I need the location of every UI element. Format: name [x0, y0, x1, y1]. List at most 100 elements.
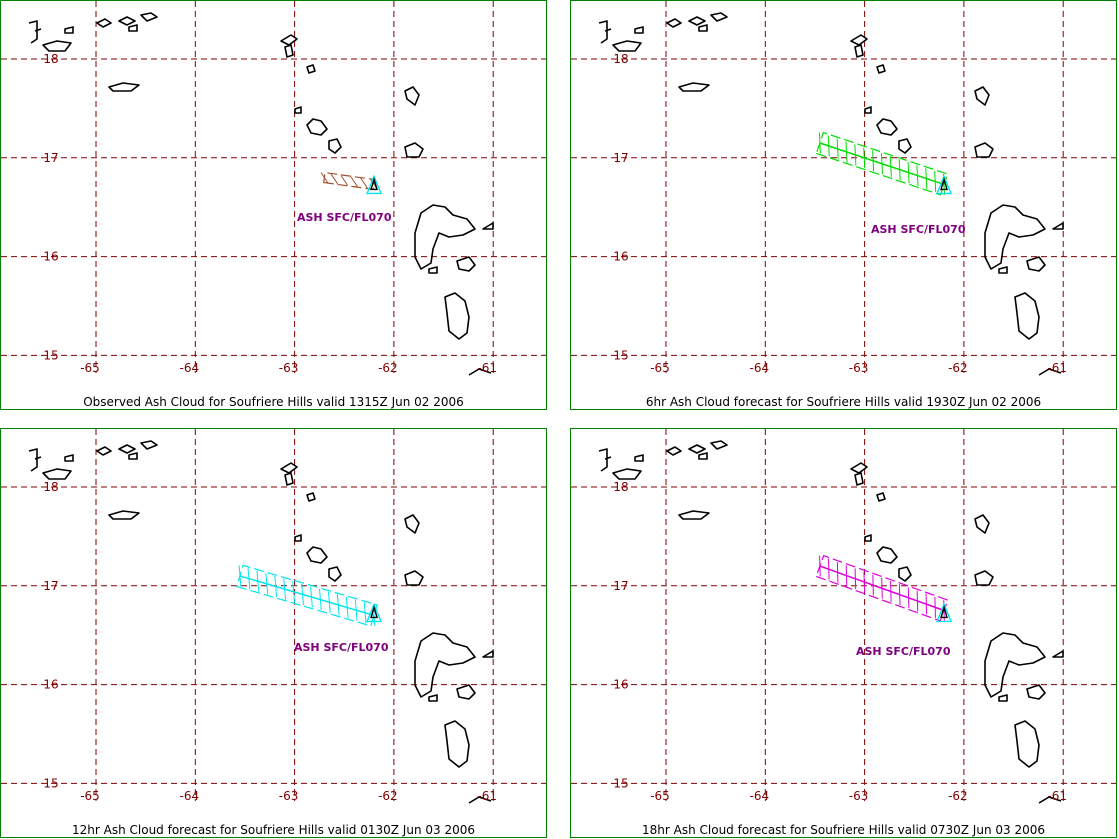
coastline-st-croix — [678, 510, 710, 520]
coastline-guadeloupe — [414, 632, 476, 698]
longitude-tick-label: -61 — [1047, 361, 1067, 375]
panel-caption: Observed Ash Cloud for Soufriere Hills v… — [83, 395, 464, 409]
coastline-antigua-chain — [876, 546, 898, 564]
coastline-les-saintes — [428, 266, 438, 274]
coastline-martinique-tip — [468, 796, 492, 804]
map-panel-12hr-forecast: -65 -64 -63 -62 -61 18 17 16 15 ASH SFC/FL070 12h… — [0, 428, 547, 838]
coastline-anguilla-sxm — [612, 468, 642, 480]
coastline-antigua — [898, 566, 912, 582]
longitude-tick-label: -65 — [650, 361, 670, 375]
longitude-tick-label: -64 — [179, 361, 199, 375]
longitude-tick-label: -61 — [477, 789, 497, 803]
longitude-tick-label: -65 — [650, 789, 670, 803]
coastline-martinique-tip — [1038, 796, 1062, 804]
latitude-tick-label: 15 — [613, 776, 628, 790]
latitude-tick-label: 17 — [613, 151, 628, 165]
longitude-tick-label: -61 — [477, 361, 497, 375]
coastline-dominica — [444, 292, 470, 340]
ash-cloud-label: ASH SFC/FL070 — [856, 645, 951, 658]
coastline-montserrat-w — [294, 534, 302, 542]
latitude-tick-label: 17 — [43, 151, 58, 165]
coastline-nevis-small — [876, 492, 886, 502]
longitude-tick-label: -63 — [279, 361, 299, 375]
coastline-les-saintes — [428, 694, 438, 702]
coastline-puerto-rico-tip — [598, 20, 612, 44]
coastline-martinique-tip — [1038, 368, 1062, 376]
map-panel-18hr-forecast: -65 -64 -63 -62 -61 18 17 16 15 ASH SFC/FL070 18h… — [570, 428, 1117, 838]
latitude-tick-label: 15 — [43, 776, 58, 790]
coastline-dominica — [1014, 292, 1040, 340]
coastline-puerto-rico-tip — [28, 448, 42, 472]
coastline-montserrat-w — [294, 106, 302, 114]
coastline-nevis-small — [876, 64, 886, 74]
montserrat-coastline — [370, 177, 378, 191]
map-canvas: -65 -64 -63 -62 -61 18 17 16 15 ASH SFC/FL070 — [571, 1, 1116, 376]
coastline-desirade — [1052, 650, 1064, 658]
longitude-tick-label: -63 — [849, 361, 869, 375]
coastline-barbuda — [850, 34, 868, 46]
latitude-tick-label: 15 — [43, 348, 58, 362]
ash-cloud-hatch — [350, 176, 358, 187]
latitude-tick-label: 16 — [613, 678, 628, 692]
coastline-marie-galante — [456, 684, 476, 700]
ash-cloud-hatch — [819, 555, 821, 577]
coastline-puerto-rico-tip — [598, 448, 612, 472]
coastline-les-saintes — [998, 266, 1008, 274]
ash-cloud-outline — [236, 564, 378, 627]
coastline-nevis-small — [306, 492, 316, 502]
coastline-marie-galante — [1026, 684, 1046, 700]
ash-cloud-axis — [819, 142, 945, 186]
montserrat-coastline — [940, 605, 948, 619]
coastline-st-kitts — [854, 472, 864, 486]
ash-cloud-axis — [239, 575, 375, 617]
latitude-tick-label: 18 — [43, 52, 58, 66]
longitude-tick-label: -62 — [378, 789, 398, 803]
coastline-st-croix — [108, 82, 140, 92]
coastline-barbuda-e — [404, 514, 420, 534]
coastline-guadeloupe-n — [974, 142, 994, 158]
coastline-montserrat-w — [864, 106, 872, 114]
ash-cloud-outline — [815, 554, 949, 622]
coastline-virgin-islands — [634, 440, 728, 462]
longitude-tick-label: -63 — [849, 789, 869, 803]
coastline-marie-galante — [456, 256, 476, 272]
panel-caption: 12hr Ash Cloud forecast for Soufriere Hi… — [72, 823, 475, 837]
coastline-virgin-islands — [634, 12, 728, 34]
coastline-st-kitts — [284, 472, 294, 486]
ash-cloud-outline — [815, 131, 949, 196]
ash-cloud-label: ASH SFC/FL070 — [871, 223, 966, 236]
coastline-antigua-chain — [876, 118, 898, 136]
latitude-tick-label: 18 — [43, 480, 58, 494]
coastline-guadeloupe — [984, 204, 1046, 270]
coastline-barbuda — [280, 462, 298, 474]
map-canvas: -65 -64 -63 -62 -61 18 17 16 15 ASH SFC/FL070 — [571, 429, 1116, 804]
longitude-tick-label: -62 — [948, 789, 968, 803]
coastline-virgin-islands — [64, 12, 158, 34]
ash-cloud-hatch — [238, 565, 242, 587]
coastline-guadeloupe-n — [404, 570, 424, 586]
ash-cloud-hatch — [320, 172, 329, 183]
latitude-tick-label: 16 — [613, 250, 628, 264]
coastline-guadeloupe — [984, 632, 1046, 698]
ash-cloud-hatch — [330, 173, 339, 185]
coastline-antigua — [328, 566, 342, 582]
ash-cloud-label: ASH SFC/FL070 — [297, 211, 392, 224]
coastline-barbuda-e — [974, 86, 990, 106]
coastline-guadeloupe-n — [404, 142, 424, 158]
latitude-tick-label: 18 — [613, 52, 628, 66]
coastline-montserrat-w — [864, 534, 872, 542]
coastline-guadeloupe — [414, 204, 476, 270]
volcano-marker — [935, 174, 953, 195]
ash-cloud-axis — [819, 565, 945, 612]
map-panel-observed: -65 -64 -63 -62 -61 18 17 16 15 ASH SFC/FL070 Obs… — [0, 0, 547, 410]
coastline-dominica — [444, 720, 470, 768]
coastline-barbuda-e — [404, 86, 420, 106]
coastline-st-kitts — [854, 44, 864, 58]
latitude-tick-label: 18 — [613, 480, 628, 494]
ash-cloud-hatch — [818, 132, 821, 154]
map-canvas: -65 -64 -63 -62 -61 18 17 16 15 ASH SFC/FL070 — [1, 1, 546, 376]
coastline-anguilla-sxm — [612, 40, 642, 52]
coastline-desirade — [482, 650, 494, 658]
latitude-tick-label: 16 — [43, 250, 58, 264]
volcano-marker — [365, 174, 383, 195]
